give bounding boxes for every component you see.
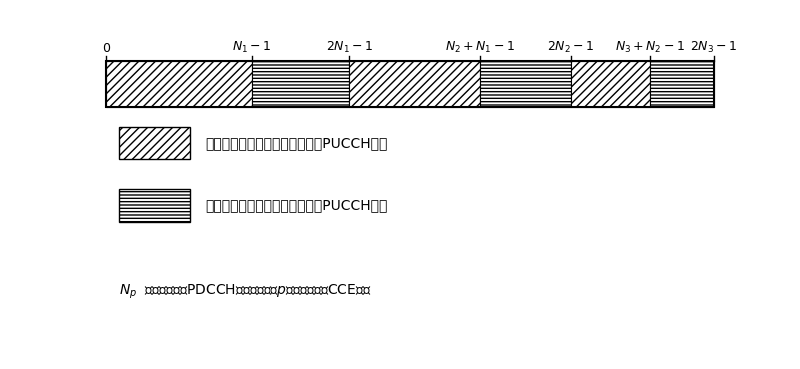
Text: 反馈窗内第一个下行调度子帧的PUCCH资源: 反馈窗内第一个下行调度子帧的PUCCH资源 [206, 136, 388, 150]
Bar [106, 61, 252, 107]
Text: $N_1-1$: $N_1-1$ [232, 40, 272, 55]
Text: 0: 0 [102, 42, 110, 55]
Text: $2N_2-1$: $2N_2-1$ [547, 40, 594, 55]
Text: $N_2+N_1-1$: $N_2+N_1-1$ [445, 40, 515, 55]
Text: $2N_1-1$: $2N_1-1$ [326, 40, 373, 55]
Bar [650, 61, 714, 107]
Bar [106, 61, 714, 107]
Text: 反馈窗内第二个下行调度子帧的PUCCH资源: 反馈窗内第二个下行调度子帧的PUCCH资源 [206, 199, 388, 213]
Bar [118, 189, 190, 222]
Bar [480, 61, 571, 107]
Bar [252, 61, 350, 107]
Bar [571, 61, 650, 107]
Text: $N_p$  反馈窗内含有PDCCH且其符号数为$p$时所占有的的CCE数目: $N_p$ 反馈窗内含有PDCCH且其符号数为$p$时所占有的的CCE数目 [118, 282, 371, 301]
Bar [118, 127, 190, 159]
Text: $2N_3-1$: $2N_3-1$ [690, 40, 738, 55]
Text: $N_3+N_2-1$: $N_3+N_2-1$ [615, 40, 685, 55]
Bar [350, 61, 480, 107]
